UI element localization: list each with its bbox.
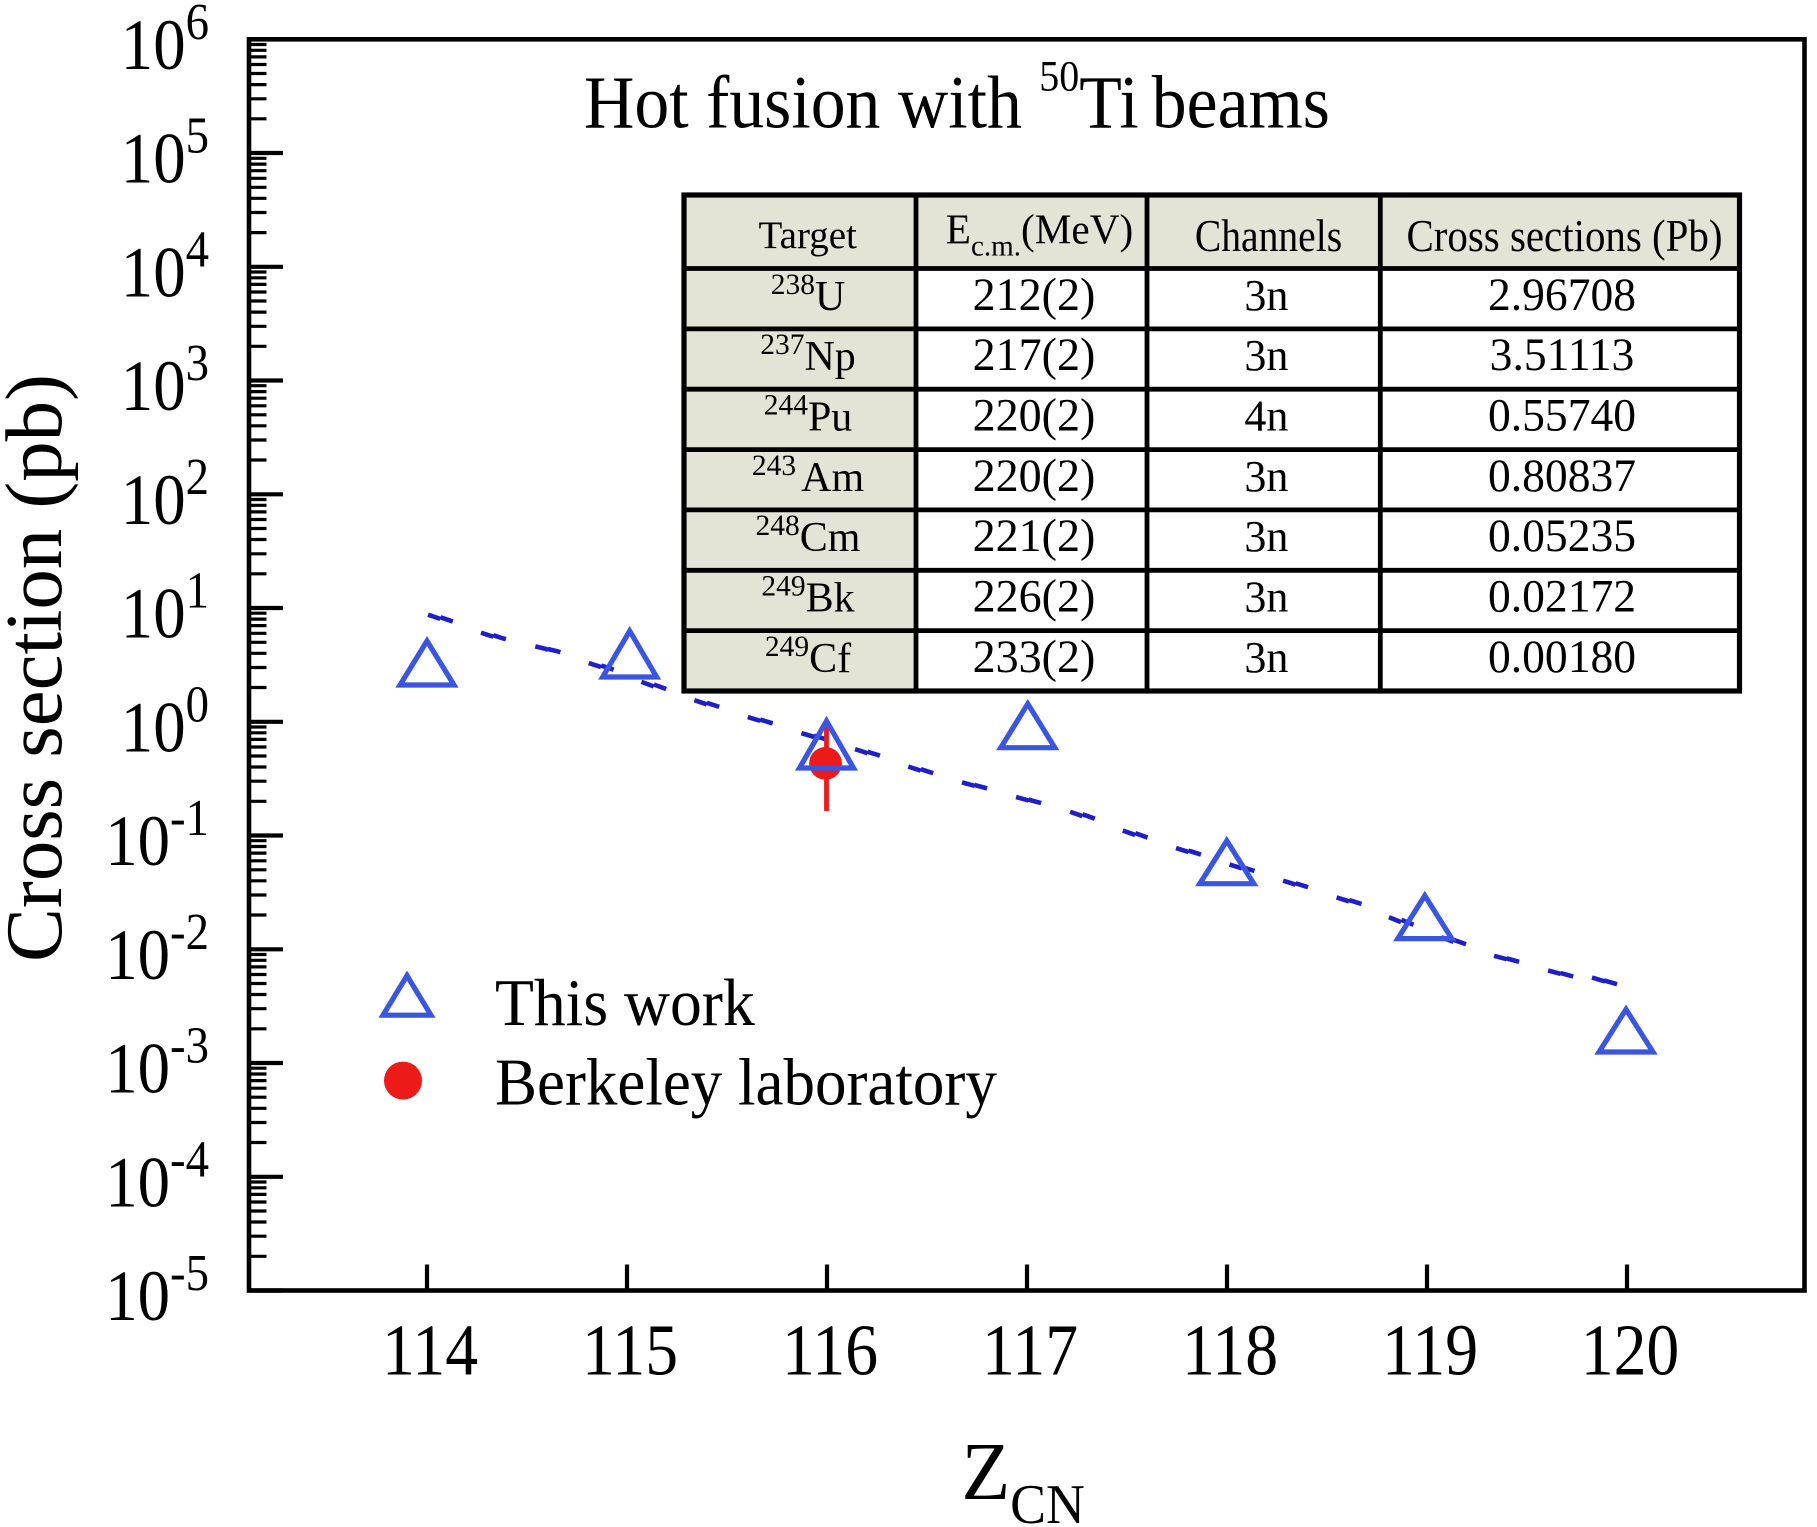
svg-text:117: 117 <box>982 1311 1078 1392</box>
svg-text:220(2): 220(2) <box>973 390 1096 441</box>
svg-text:0.05235: 0.05235 <box>1488 510 1636 562</box>
svg-text:4n: 4n <box>1244 392 1288 441</box>
svg-text:120: 120 <box>1581 1311 1680 1392</box>
svg-text:116: 116 <box>782 1311 878 1392</box>
svg-text:3.51113: 3.51113 <box>1490 329 1635 381</box>
svg-text:3n: 3n <box>1244 331 1288 380</box>
svg-text:233(2): 233(2) <box>973 632 1096 683</box>
svg-text:2.96708: 2.96708 <box>1488 268 1636 320</box>
svg-text:226(2): 226(2) <box>973 571 1096 622</box>
svg-text:115: 115 <box>582 1311 678 1392</box>
svg-text:3n: 3n <box>1244 452 1288 501</box>
svg-text:249Bk: 249Bk <box>761 571 854 622</box>
svg-text:0.55740: 0.55740 <box>1488 389 1636 441</box>
svg-text:119: 119 <box>1382 1311 1478 1392</box>
svg-text:221(2): 221(2) <box>973 511 1096 562</box>
svg-text:106: 106 <box>121 0 209 85</box>
svg-text:3n: 3n <box>1244 271 1288 320</box>
svg-text:217(2): 217(2) <box>973 330 1096 381</box>
svg-text:This work: This work <box>495 966 755 1040</box>
svg-text:118: 118 <box>1182 1311 1278 1392</box>
svg-text:212(2): 212(2) <box>973 270 1096 321</box>
svg-text:249Cf: 249Cf <box>765 631 851 682</box>
svg-text:248Cm: 248Cm <box>756 510 861 561</box>
svg-text:Cross section (pb): Cross section (pb) <box>0 374 79 962</box>
svg-text:3n: 3n <box>1244 573 1288 622</box>
svg-text:3n: 3n <box>1244 512 1288 561</box>
svg-text:0.00180: 0.00180 <box>1488 630 1636 682</box>
svg-text:Cross sections (Pb): Cross sections (Pb) <box>1406 211 1722 262</box>
svg-text:114: 114 <box>382 1311 478 1392</box>
svg-text:Channels: Channels <box>1195 211 1342 261</box>
svg-text:238U: 238U <box>771 269 846 320</box>
svg-text:237Np: 237Np <box>760 329 856 380</box>
svg-text:220(2): 220(2) <box>973 451 1096 502</box>
svg-text:Berkeley laboratory: Berkeley laboratory <box>495 1046 997 1120</box>
svg-text:3n: 3n <box>1244 633 1288 682</box>
svg-text:244Pu: 244Pu <box>764 390 853 441</box>
svg-text:Target: Target <box>759 214 858 257</box>
svg-text:0.80837: 0.80837 <box>1488 449 1636 501</box>
svg-text:0.02172: 0.02172 <box>1488 570 1636 622</box>
